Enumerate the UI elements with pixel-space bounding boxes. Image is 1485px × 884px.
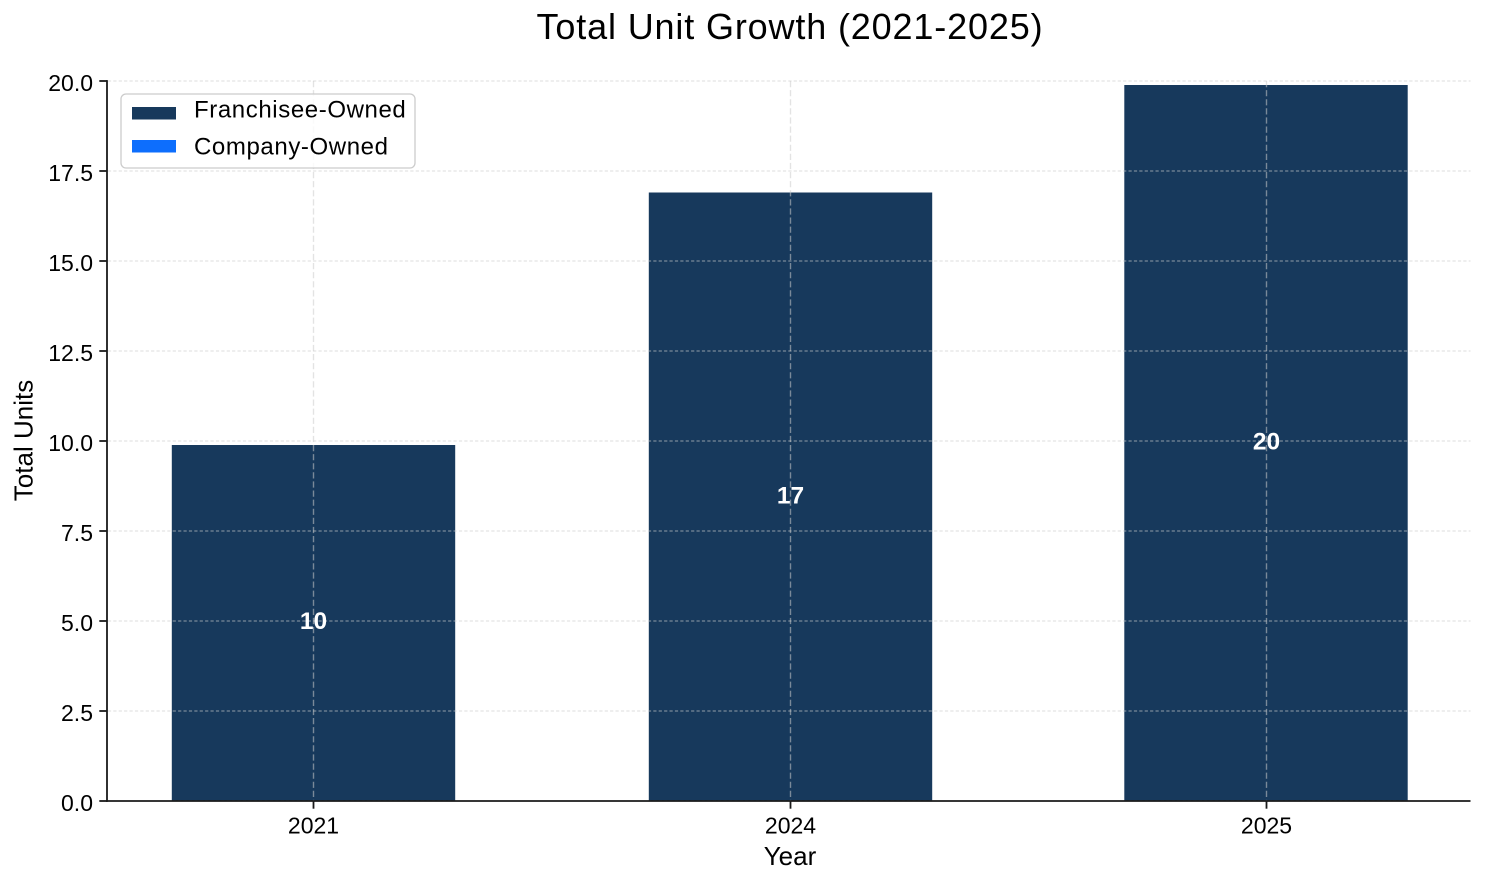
svg-text:Total Units: Total Units [9,380,39,501]
svg-text:17: 17 [777,483,804,510]
svg-text:10: 10 [300,608,327,635]
svg-text:10.0: 10.0 [48,430,93,456]
svg-text:Franchisee-Owned: Franchisee-Owned [194,97,406,124]
svg-text:Year: Year [764,841,817,871]
svg-text:5.0: 5.0 [61,610,93,636]
svg-text:7.5: 7.5 [61,520,93,546]
svg-text:2021: 2021 [288,813,339,839]
svg-text:2024: 2024 [765,813,816,839]
svg-text:20.0: 20.0 [48,70,93,96]
svg-text:12.5: 12.5 [48,340,93,366]
svg-text:20: 20 [1253,429,1280,456]
svg-text:2.5: 2.5 [61,700,93,726]
svg-text:0.0: 0.0 [61,790,93,816]
svg-text:Total Unit Growth (2021-2025): Total Unit Growth (2021-2025) [537,6,1044,47]
svg-text:17.5: 17.5 [48,160,93,186]
svg-text:15.0: 15.0 [48,250,93,276]
svg-text:2025: 2025 [1241,813,1292,839]
svg-text:Company-Owned: Company-Owned [194,134,389,161]
